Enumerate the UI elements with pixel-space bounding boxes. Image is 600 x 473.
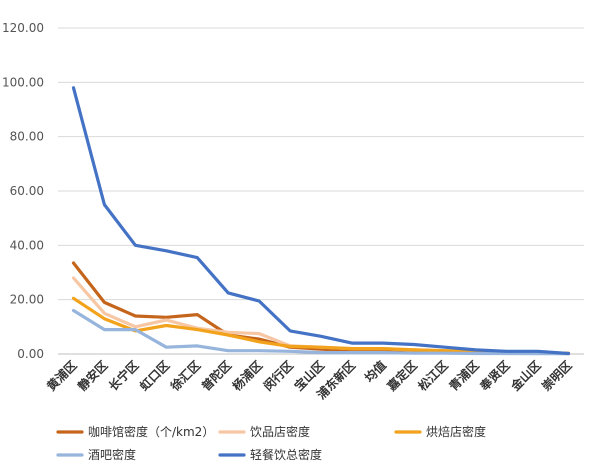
x-tick-label: 长宁区 xyxy=(105,358,141,394)
legend-label: 咖啡馆密度（个/km2） xyxy=(88,424,214,439)
x-tick-label: 嘉定区 xyxy=(383,358,420,395)
y-tick-label: 80.00 xyxy=(10,130,44,144)
series-lines xyxy=(71,86,571,356)
x-tick-label: 虹口区 xyxy=(136,358,172,394)
x-tick-label: 黄浦区 xyxy=(44,358,80,394)
y-tick-label: 20.00 xyxy=(10,293,44,307)
series-line-2 xyxy=(71,296,571,355)
x-tick-label: 普陀区 xyxy=(198,358,234,394)
y-tick-label: 120.00 xyxy=(2,21,44,35)
x-tick-label: 崇明区 xyxy=(539,358,575,394)
series-line-3 xyxy=(71,308,571,356)
x-tick-label: 闵行区 xyxy=(260,358,296,394)
x-tick-label: 青浦区 xyxy=(446,358,482,394)
x-tick-label: 松江区 xyxy=(415,358,451,394)
y-tick-label: 60.00 xyxy=(10,184,44,198)
y-axis-ticks: 0.00 20.00 40.00 60.00 80.00 100.00 120.00 xyxy=(2,21,44,361)
legend-label: 酒吧密度 xyxy=(88,447,136,462)
x-tick-label: 均值 xyxy=(361,358,389,386)
legend-label: 饮品店密度 xyxy=(250,424,310,439)
series-line-4 xyxy=(71,86,571,356)
y-tick-label: 40.00 xyxy=(10,238,44,252)
legend-label: 烘焙店密度 xyxy=(426,424,486,439)
x-tick-label: 静安区 xyxy=(74,358,110,394)
y-tick-label: 0.00 xyxy=(17,347,44,361)
legend-label: 轻餐饮总密度 xyxy=(250,447,322,462)
x-tick-label: 杨浦区 xyxy=(229,358,265,394)
x-tick-label: 奉贤区 xyxy=(476,358,513,395)
gridlines xyxy=(58,27,584,301)
y-tick-label: 100.00 xyxy=(2,75,44,89)
x-tick-label: 徐汇区 xyxy=(167,358,204,395)
series-line-0 xyxy=(71,261,571,356)
x-tick-label: 金山区 xyxy=(507,358,544,395)
